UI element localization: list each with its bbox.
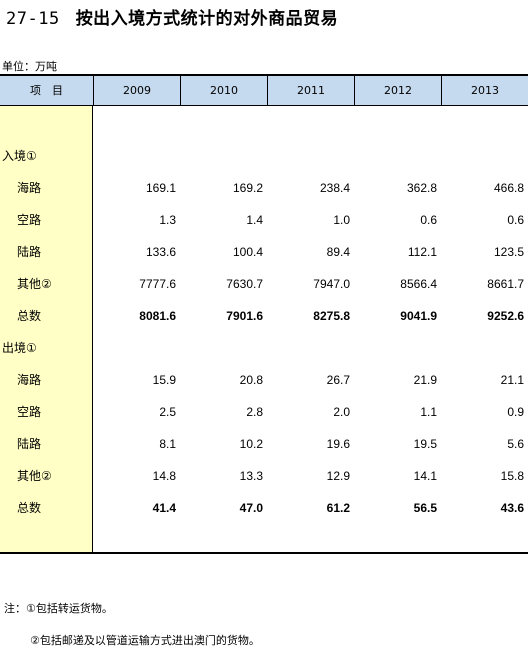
row-value: 5.6: [507, 437, 524, 451]
row-value: 1.3: [159, 213, 176, 227]
row-value: 1.4: [246, 213, 263, 227]
table-header: 项 目 2009 2010 2011 2012 2013: [0, 74, 528, 106]
row-value: 15.9: [152, 373, 176, 387]
row-value: 2.5: [159, 405, 176, 419]
row-value: 14.8: [152, 469, 176, 483]
header-year: 2009: [93, 76, 180, 106]
table-row: 空路 2.5 2.8 2.0 1.1 0.9: [0, 402, 528, 422]
section-label: 入境①: [2, 149, 37, 163]
table-bottom-rule: [0, 552, 528, 554]
table-row: 陆路 133.6 100.4 89.4 112.1 123.5: [0, 242, 528, 262]
row-value: 169.1: [145, 181, 176, 195]
row-label: 总数: [17, 501, 42, 515]
row-label: 其他②: [17, 469, 52, 483]
row-value: 12.9: [326, 469, 350, 483]
table-row: 陆路 8.1 10.2 19.6 19.5 5.6: [0, 434, 528, 454]
unit-label: 单位：万吨: [2, 60, 57, 73]
row-value: 133.6: [145, 245, 176, 259]
row-value: 1.0: [333, 213, 350, 227]
table-title: 27-15 按出入境方式统计的对外商品贸易: [6, 4, 338, 29]
row-value: 21.9: [413, 373, 437, 387]
row-value: 56.5: [413, 501, 437, 515]
row-value: 7630.7: [226, 277, 263, 291]
section-label: 出境①: [2, 341, 37, 355]
row-value: 21.1: [500, 373, 524, 387]
row-value: 123.5: [493, 245, 524, 259]
row-value: 8566.4: [400, 277, 437, 291]
row-value: 8661.7: [487, 277, 524, 291]
table-row: 其他② 7777.6 7630.7 7947.0 8566.4 8661.7: [0, 274, 528, 294]
row-label: 陆路: [17, 437, 42, 451]
row-value: 43.6: [500, 501, 524, 515]
row-value: 89.4: [326, 245, 350, 259]
row-label: 总数: [17, 309, 42, 323]
table-row: 总数 8081.6 7901.6 8275.8 9041.9 9252.6: [0, 306, 528, 326]
header-item: 项 目: [30, 84, 63, 97]
row-value: 112.1: [407, 245, 437, 259]
row-value: 1.1: [420, 405, 437, 419]
row-value: 20.8: [239, 373, 263, 387]
header-year: 2010: [180, 76, 267, 106]
row-value: 47.0: [239, 501, 263, 515]
table-row: 海路 15.9 20.8 26.7 21.9 21.1: [0, 370, 528, 390]
row-value: 7777.6: [139, 277, 176, 291]
table-row: 海路 169.1 169.2 238.4 362.8 466.8: [0, 178, 528, 198]
note-1: 注：①包括转运货物。: [4, 602, 113, 615]
row-value: 10.2: [239, 437, 263, 451]
row-value: 26.7: [326, 373, 350, 387]
row-value: 0.6: [507, 213, 524, 227]
table-row: 总数 41.4 47.0 61.2 56.5 43.6: [0, 498, 528, 518]
note-2: ②包括邮递及以管道运输方式进出澳门的货物。: [30, 634, 260, 647]
row-value: 2.0: [333, 405, 350, 419]
label-column: [0, 106, 93, 552]
header-year: 2011: [267, 76, 354, 106]
section-row: 出境①: [0, 338, 528, 358]
row-label: 空路: [17, 213, 42, 227]
row-label: 陆路: [17, 245, 42, 259]
row-value: 0.6: [420, 213, 437, 227]
row-value: 15.8: [500, 469, 524, 483]
row-value: 362.8: [406, 181, 437, 195]
row-value: 8275.8: [313, 309, 350, 323]
row-label: 其他②: [17, 277, 52, 291]
row-value: 9041.9: [400, 309, 437, 323]
row-value: 19.5: [413, 437, 437, 451]
row-value: 19.6: [326, 437, 350, 451]
row-value: 169.2: [232, 181, 263, 195]
table-title-text: 按出入境方式统计的对外商品贸易: [75, 9, 339, 29]
table-row: 其他② 14.8 13.3 12.9 14.1 15.8: [0, 466, 528, 486]
row-value: 100.4: [232, 245, 263, 259]
row-value: 8.1: [159, 437, 176, 451]
row-label: 海路: [17, 373, 42, 387]
row-value: 2.8: [246, 405, 263, 419]
row-label: 空路: [17, 405, 42, 419]
row-value: 14.1: [413, 469, 437, 483]
row-value: 41.4: [152, 501, 176, 515]
row-value: 7901.6: [226, 309, 263, 323]
row-label: 海路: [17, 181, 42, 195]
table-row: 空路 1.3 1.4 1.0 0.6 0.6: [0, 210, 528, 230]
row-value: 238.4: [319, 181, 350, 195]
row-value: 8081.6: [139, 309, 176, 323]
table-number: 27-15: [6, 9, 60, 29]
row-value: 7947.0: [313, 277, 350, 291]
section-row: 入境①: [0, 146, 528, 166]
row-value: 9252.6: [487, 309, 524, 323]
row-value: 61.2: [326, 501, 350, 515]
row-value: 0.9: [507, 405, 524, 419]
row-value: 466.8: [493, 181, 524, 195]
header-year: 2013: [441, 76, 528, 106]
row-value: 13.3: [239, 469, 263, 483]
header-year: 2012: [354, 76, 441, 106]
